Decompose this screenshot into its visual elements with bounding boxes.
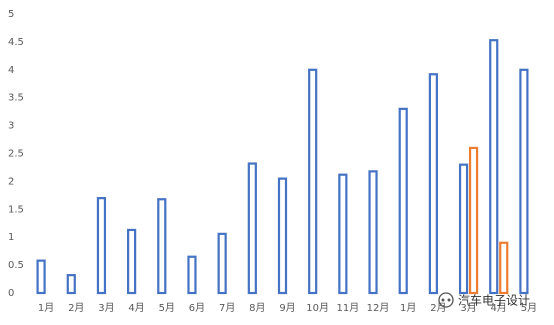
bar — [489, 39, 499, 295]
bar — [36, 259, 46, 295]
x-tick-label: 4月 — [128, 302, 144, 314]
bar — [499, 241, 509, 295]
bar — [217, 232, 227, 295]
bar — [187, 255, 197, 295]
bar — [398, 107, 408, 295]
watermark-icon-ring — [438, 292, 454, 308]
y-tick-label: 5 — [8, 9, 14, 20]
y-tick-label: 4.5 — [8, 37, 24, 48]
bar — [368, 170, 378, 295]
y-tick-label: 0.5 — [8, 260, 24, 271]
x-tick-label: 6月 — [189, 302, 205, 314]
y-tick-label: 3.5 — [8, 93, 24, 104]
bar — [277, 177, 288, 295]
x-tick-label: 5月 — [159, 302, 175, 314]
y-tick-label: 3 — [8, 121, 14, 132]
bar — [96, 197, 107, 295]
bar — [157, 198, 167, 295]
x-tick-label: 1月 — [400, 302, 416, 314]
bar — [519, 68, 529, 295]
x-tick-label: 5月 — [521, 302, 537, 314]
bar — [458, 163, 469, 295]
bar — [468, 146, 479, 295]
x-tick-label: 2月 — [68, 302, 84, 314]
watermark-icon-dot — [447, 298, 451, 302]
x-tick-label: 3月 — [98, 302, 114, 314]
y-tick-label: 1.5 — [8, 204, 24, 215]
x-tick-label: 7月 — [219, 302, 235, 314]
y-tick-label: 4 — [8, 65, 14, 76]
y-tick-label: 0 — [8, 288, 14, 299]
x-tick-label: 2月 — [430, 302, 446, 314]
y-tick-label: 2 — [8, 176, 14, 187]
bar — [247, 162, 257, 295]
bar — [127, 228, 137, 295]
bar — [428, 73, 438, 295]
x-tick-label: 8月 — [249, 302, 265, 314]
x-tick-label: 4月 — [491, 302, 507, 314]
x-tick-label: 3月 — [460, 302, 476, 314]
bar — [308, 68, 318, 295]
x-tick-label: 12月 — [367, 302, 390, 314]
x-tick-label: 10月 — [306, 302, 329, 314]
x-tick-label: 9月 — [279, 302, 295, 314]
watermark: 汽车电子设计 — [458, 293, 530, 308]
bar — [338, 173, 348, 295]
bar — [66, 274, 76, 295]
watermark-icon-dot — [441, 298, 445, 302]
y-tick-label: 2.5 — [8, 149, 24, 160]
watermark-icon — [438, 292, 454, 308]
x-tick-label: 11月 — [336, 302, 359, 314]
y-tick-label: 1 — [8, 232, 14, 243]
x-tick-label: 1月 — [38, 302, 54, 314]
